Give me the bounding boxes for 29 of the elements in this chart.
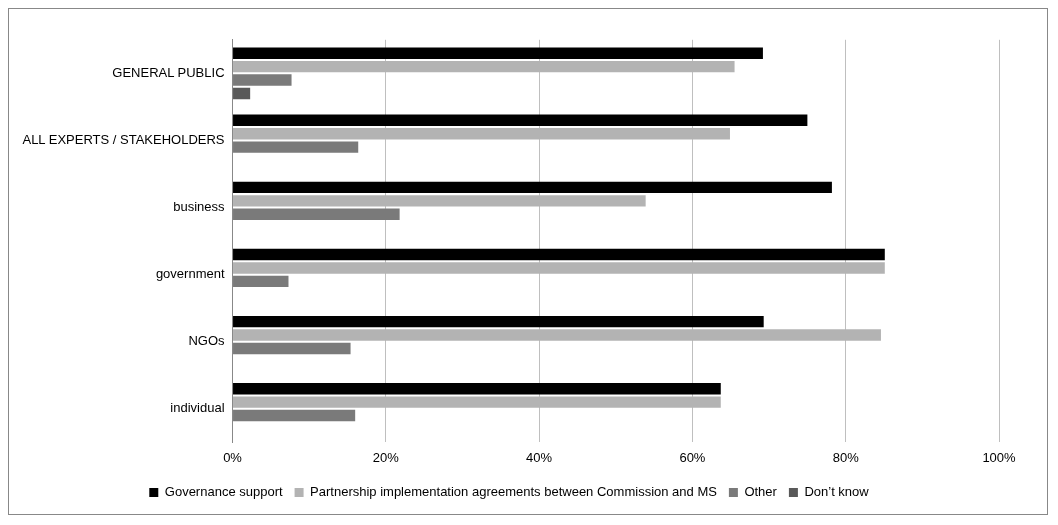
y-tick-label: government: [155, 266, 225, 282]
x-tick-label: 60%: [679, 449, 706, 465]
bar: [233, 181, 832, 194]
bar: [233, 315, 764, 328]
bar: [233, 141, 359, 153]
legend-label: Don’t know: [804, 484, 870, 500]
bar: [233, 74, 292, 86]
legend-label: Governance support: [164, 484, 283, 500]
x-tick-label: 80%: [832, 449, 860, 465]
x-tick-label: 20%: [372, 449, 400, 465]
y-tick-label: ALL EXPERTS / STAKEHOLDERS: [22, 132, 225, 148]
bar: [233, 87, 251, 100]
legend-label: Partnership implementation agreements between Commission and MS: [310, 484, 718, 500]
bar: [233, 114, 808, 127]
x-tick-label: 100%: [982, 449, 1017, 465]
x-tick-label: 40%: [526, 449, 553, 465]
x-tick-label: 0%: [223, 449, 243, 465]
bar: [233, 383, 721, 395]
bar: [233, 409, 356, 422]
y-tick-label: individual: [170, 400, 225, 416]
bar: [233, 208, 400, 220]
bar: [233, 342, 351, 355]
bar: [233, 47, 763, 59]
y-tick-label: NGOs: [188, 333, 226, 349]
bar: [233, 248, 885, 261]
bar: [233, 275, 289, 288]
legend-label: Other: [744, 484, 778, 500]
y-tick-label: GENERAL PUBLIC: [112, 64, 225, 80]
y-tick-label: business: [173, 199, 226, 215]
